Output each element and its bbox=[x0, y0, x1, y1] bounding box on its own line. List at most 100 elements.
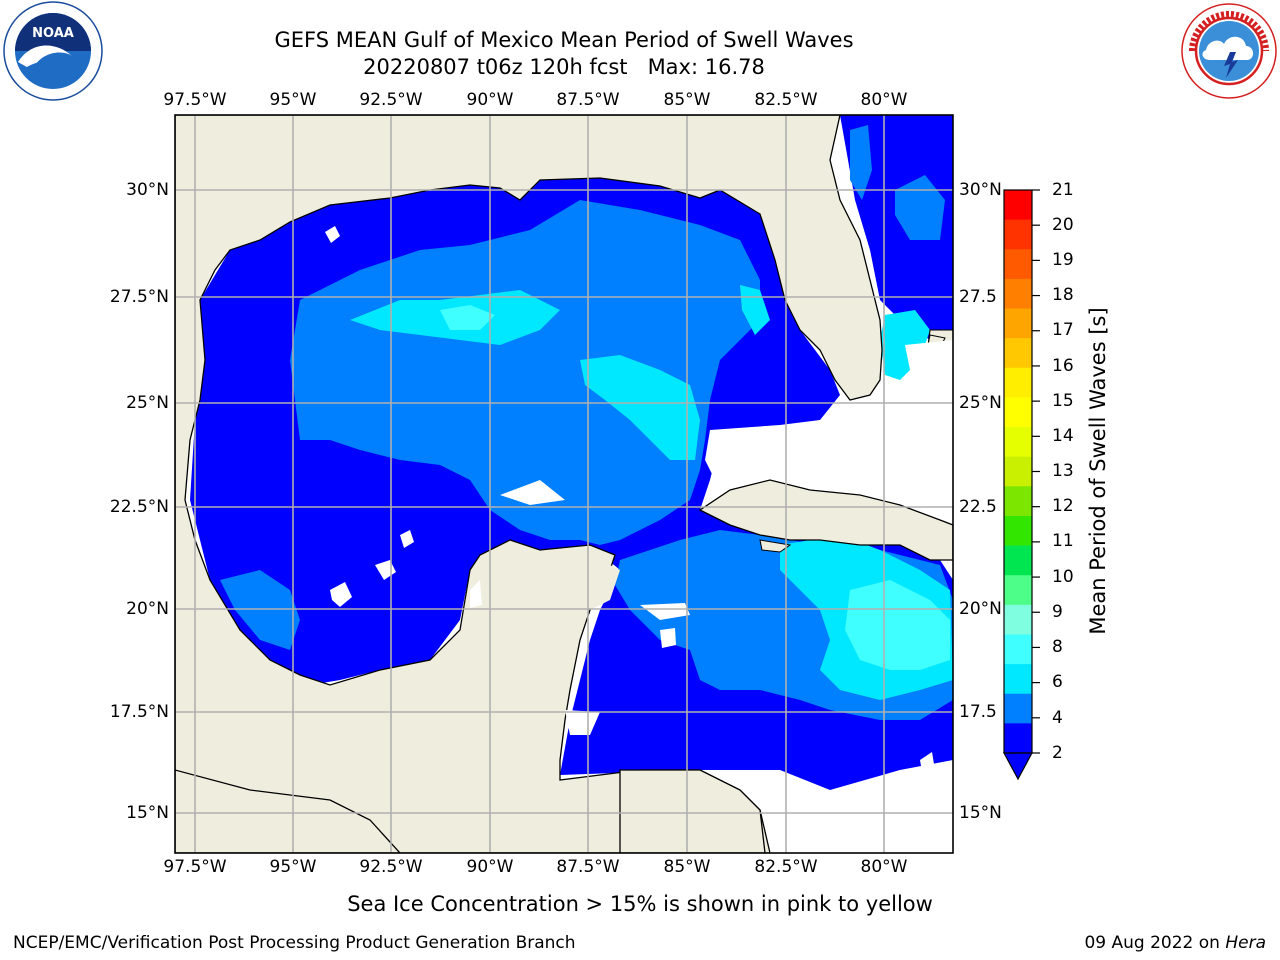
lon-tick-top: 82.5°W bbox=[754, 90, 818, 110]
lat-tick-right: 30°N bbox=[959, 180, 1002, 200]
colorbar-tick: 12 bbox=[1052, 496, 1074, 516]
colorbar-segment bbox=[1004, 427, 1032, 458]
colorbar-tick: 21 bbox=[1052, 180, 1074, 200]
lon-tick-top: 87.5°W bbox=[556, 90, 620, 110]
lat-tick-left: 20°N bbox=[126, 599, 169, 619]
colorbar-tick: 20 bbox=[1052, 215, 1074, 235]
colorbar-segment bbox=[1004, 634, 1032, 665]
footer-date-text: 09 Aug 2022 on bbox=[1084, 933, 1226, 953]
colorbar-segment bbox=[1004, 664, 1032, 695]
nodata-spot1 bbox=[330, 582, 352, 607]
colorbar-segment bbox=[1004, 308, 1032, 339]
colorbar-segment bbox=[1004, 367, 1032, 399]
colorbar-tick: 15 bbox=[1052, 391, 1074, 411]
colorbar-segment bbox=[1004, 249, 1032, 280]
colorbar-tick: 16 bbox=[1052, 356, 1074, 376]
colorbar-segment bbox=[1004, 338, 1032, 369]
colorbar-tick: 17 bbox=[1052, 320, 1074, 340]
noaa-logo-text: NOAA bbox=[32, 26, 74, 41]
colorbar-segment bbox=[1004, 219, 1032, 250]
lat-tick-right: 20°N bbox=[959, 599, 1002, 619]
noaa-logo-icon: NOAA bbox=[3, 1, 103, 101]
land-jamaica bbox=[759, 539, 792, 553]
lat-tick-left: 30°N bbox=[126, 180, 169, 200]
lon-tick-bottom: 90°W bbox=[466, 857, 514, 877]
lon-tick-top: 90°W bbox=[466, 90, 514, 110]
lon-tick-bottom: 85°W bbox=[663, 857, 711, 877]
lat-tick-right: 15°N bbox=[959, 803, 1002, 823]
nodata-se bbox=[770, 770, 953, 853]
colorbar-tick: 2 bbox=[1052, 743, 1063, 763]
colorbar-segment bbox=[1004, 604, 1032, 636]
lon-tick-bottom: 92.5°W bbox=[359, 857, 423, 877]
lat-tick-right: 25°N bbox=[959, 393, 1002, 413]
lat-tick-left: 17.5°N bbox=[109, 702, 169, 722]
chart-subtitle: 20220807 t06z 120h fcst Max: 16.78 bbox=[363, 55, 765, 79]
colorbar-tick: 19 bbox=[1052, 250, 1074, 270]
colorbar-segment bbox=[1004, 397, 1032, 428]
lat-tick-left: 15°N bbox=[126, 803, 169, 823]
ice-caption: Sea Ice Concentration > 15% is shown in … bbox=[347, 892, 933, 916]
nodata-east bbox=[905, 340, 953, 495]
nodata-spot5 bbox=[640, 603, 690, 620]
nws-logo-icon bbox=[1181, 3, 1277, 99]
colorbar-segment bbox=[1004, 456, 1032, 487]
colorbar-segment bbox=[1004, 515, 1032, 547]
swell-field-8s-b bbox=[440, 305, 495, 330]
colorbar-segment bbox=[1004, 545, 1032, 576]
colorbar-tick: 13 bbox=[1052, 461, 1074, 481]
nodata-spot9 bbox=[470, 580, 482, 608]
lon-tick-bottom: 87.5°W bbox=[556, 857, 620, 877]
nodata-yucatan-straits bbox=[705, 410, 880, 490]
footer-date: 09 Aug 2022 on Hera bbox=[1084, 933, 1266, 953]
colorbar bbox=[1002, 189, 1040, 781]
nodata-spot4 bbox=[325, 226, 340, 243]
nodata-spot3 bbox=[400, 530, 414, 548]
nodata-bay-campeche bbox=[500, 480, 565, 505]
colorbar-segment bbox=[1004, 723, 1032, 754]
footer-credit: NCEP/EMC/Verification Post Processing Pr… bbox=[13, 933, 576, 953]
colorbar-segment bbox=[1004, 693, 1032, 724]
lat-tick-left: 25°N bbox=[126, 393, 169, 413]
colorbar-segment bbox=[1004, 575, 1032, 606]
swell-field-4s-west bbox=[220, 570, 300, 650]
lon-tick-bottom: 95°W bbox=[269, 857, 317, 877]
swell-field-6s-central bbox=[580, 355, 700, 460]
chart-title: GEFS MEAN Gulf of Mexico Mean Period of … bbox=[274, 28, 854, 52]
land-yucatan-interior bbox=[590, 560, 620, 610]
colorbar-segment bbox=[1004, 190, 1032, 221]
nodata-spot6 bbox=[660, 628, 676, 648]
lat-tick-right: 17.5 bbox=[959, 702, 997, 722]
footer-host: Hera bbox=[1225, 933, 1266, 953]
colorbar-segment bbox=[1004, 486, 1032, 517]
map-frame bbox=[174, 114, 954, 854]
colorbar-tick: 8 bbox=[1052, 637, 1063, 657]
map-grid bbox=[175, 115, 953, 853]
swell-field-4s bbox=[290, 200, 760, 545]
lat-tick-right: 22.5 bbox=[959, 497, 997, 517]
colorbar-tick: 4 bbox=[1052, 708, 1063, 728]
lon-tick-top: 80°W bbox=[860, 90, 908, 110]
lon-tick-bottom: 97.5°W bbox=[163, 857, 227, 877]
colorbar-tick: 10 bbox=[1052, 567, 1074, 587]
lon-tick-top: 97.5°W bbox=[163, 90, 227, 110]
map-plot-area bbox=[175, 115, 953, 853]
swell-field-8s bbox=[845, 580, 950, 670]
land-cuba bbox=[698, 479, 953, 561]
lon-tick-top: 95°W bbox=[269, 90, 317, 110]
colorbar-tick: 6 bbox=[1052, 672, 1063, 692]
lon-tick-top: 92.5°W bbox=[359, 90, 423, 110]
colorbar-under-arrow bbox=[1002, 752, 1034, 781]
lat-tick-right: 27.5 bbox=[959, 287, 997, 307]
nodata-spot10 bbox=[565, 710, 600, 735]
land-honduras bbox=[619, 769, 766, 853]
lon-tick-bottom: 80°W bbox=[860, 857, 908, 877]
colorbar-tick: 18 bbox=[1052, 285, 1074, 305]
swell-field-4s-atlantic2 bbox=[850, 125, 872, 200]
lon-tick-bottom: 82.5°W bbox=[754, 857, 818, 877]
lat-tick-left: 22.5°N bbox=[109, 497, 169, 517]
colorbar-tick: 11 bbox=[1052, 531, 1074, 551]
lon-tick-top: 85°W bbox=[663, 90, 711, 110]
swell-field-4s-atlantic bbox=[895, 175, 945, 240]
